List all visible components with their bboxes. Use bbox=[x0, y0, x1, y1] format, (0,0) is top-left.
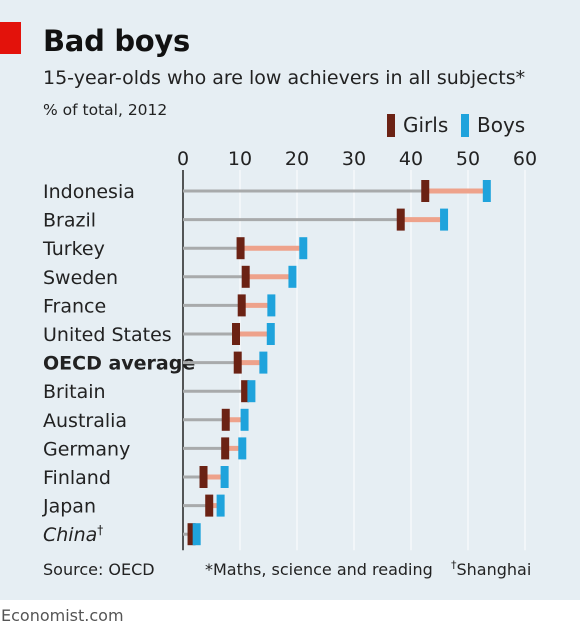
girls-marker bbox=[241, 265, 250, 288]
chart-units: % of total, 2012 bbox=[43, 101, 168, 119]
boys-marker bbox=[440, 208, 449, 231]
girls-marker bbox=[221, 408, 230, 431]
category-label: Indonesia bbox=[43, 181, 135, 203]
category-label: Britain bbox=[43, 381, 106, 403]
boys-marker bbox=[240, 408, 249, 431]
girls-marker bbox=[237, 294, 246, 317]
boys-marker bbox=[192, 523, 201, 546]
boys-marker bbox=[299, 237, 308, 260]
footnote-shanghai-text: Shanghai bbox=[456, 560, 532, 579]
x-tick-label: 0 bbox=[177, 148, 189, 170]
x-tick-label: 10 bbox=[228, 148, 252, 170]
girls-marker bbox=[199, 466, 208, 488]
category-label: Finland bbox=[43, 467, 111, 489]
legend-item-girls: Girls bbox=[387, 111, 448, 139]
girls-marker bbox=[236, 237, 245, 260]
girls-marker bbox=[396, 208, 405, 231]
x-tick-label: 30 bbox=[342, 148, 366, 170]
legend-swatch-girls bbox=[387, 113, 395, 137]
boys-marker bbox=[267, 294, 276, 317]
brand-red-tag bbox=[0, 22, 21, 54]
legend-item-boys: Boys bbox=[461, 111, 525, 139]
boys-marker bbox=[238, 437, 247, 460]
girls-marker bbox=[241, 380, 250, 403]
category-label: Sweden bbox=[43, 267, 118, 289]
boys-marker bbox=[266, 323, 275, 345]
girls-marker bbox=[221, 437, 230, 460]
footnote-subjects: *Maths, science and reading bbox=[205, 560, 433, 579]
x-tick-label: 50 bbox=[456, 148, 480, 170]
dagger-mark: † bbox=[97, 523, 103, 537]
dagger-mark: † bbox=[451, 558, 457, 572]
chart-title: Bad boys bbox=[43, 24, 190, 58]
x-tick-label: 40 bbox=[399, 148, 423, 170]
girls-marker bbox=[421, 180, 430, 202]
girls-marker bbox=[232, 323, 241, 345]
girls-marker bbox=[233, 351, 242, 374]
boys-marker bbox=[220, 466, 229, 488]
category-label: Turkey bbox=[42, 238, 105, 260]
dot-range-chart: 0 10 20 30 40 50 60 Indonesia Brazil Turkey Sweden… bbox=[42, 148, 537, 551]
chart-panel bbox=[0, 0, 580, 600]
category-label: Japan bbox=[42, 496, 96, 518]
brand-credit: Economist.com bbox=[1, 606, 124, 625]
category-label: Germany bbox=[43, 438, 130, 460]
chart-subtitle: 15-year-olds who are low achievers in al… bbox=[43, 67, 526, 89]
legend-label-boys: Boys bbox=[477, 113, 526, 137]
girls-marker bbox=[187, 523, 196, 546]
x-tick-label: 60 bbox=[513, 148, 537, 170]
girls-marker bbox=[205, 494, 214, 517]
legend-swatch-boys bbox=[461, 113, 469, 137]
category-label: France bbox=[43, 295, 106, 317]
boys-marker bbox=[482, 180, 491, 202]
boys-marker bbox=[247, 380, 256, 403]
boys-marker bbox=[259, 351, 268, 374]
category-label: Brazil bbox=[43, 210, 96, 232]
legend-label-girls: Girls bbox=[403, 113, 449, 137]
category-label: OECD average bbox=[43, 353, 195, 375]
source-note: Source: OECD bbox=[43, 560, 155, 579]
boys-marker bbox=[288, 265, 297, 288]
category-label: China† bbox=[43, 523, 103, 546]
footnote-shanghai: †Shanghai bbox=[451, 560, 531, 579]
category-label: Australia bbox=[43, 410, 127, 432]
boys-marker bbox=[216, 494, 225, 517]
category-label: United States bbox=[43, 324, 172, 346]
x-tick-label: 20 bbox=[285, 148, 309, 170]
